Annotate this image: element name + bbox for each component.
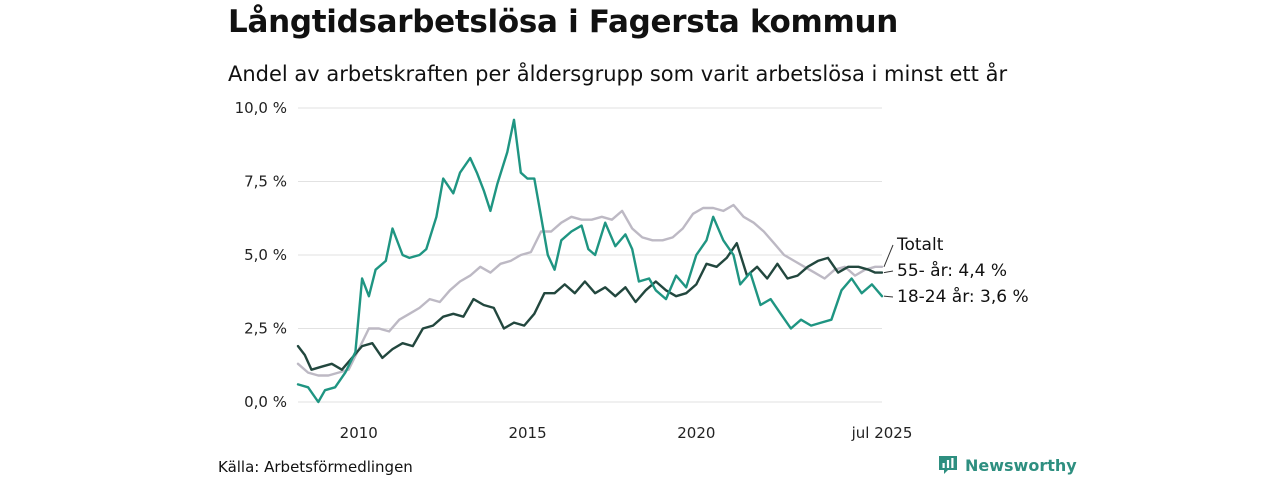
grid-lines <box>298 107 882 403</box>
y-tick-label-0: 0,0 % <box>244 393 287 411</box>
chart-title: Långtidsarbetslösa i Fagersta kommun <box>228 4 899 40</box>
y-tick-label-1: 2,5 % <box>244 320 287 338</box>
series-lines <box>296 118 884 404</box>
x-tick-label-3: jul 2025 <box>851 424 913 442</box>
series-line-1 <box>296 242 884 371</box>
line-chart: 0,0 % 2,5 % 5,0 % 7,5 % 10,0 % 2010 2015 2020 j… <box>235 99 1029 442</box>
x-tick-label-2: 2020 <box>677 424 715 442</box>
y-axis-ticks: 0,0 % 2,5 % 5,0 % 7,5 % 10,0 % <box>235 99 287 411</box>
label-connector-0 <box>883 244 894 267</box>
x-tick-label-0: 2010 <box>340 424 378 442</box>
chart-subtitle: Andel av arbetskraften per åldersgrupp s… <box>228 62 1008 86</box>
y-tick-label-3: 7,5 % <box>244 173 287 191</box>
y-tick-label-2: 5,0 % <box>244 246 287 264</box>
x-axis-ticks: 2010 2015 2020 jul 2025 <box>340 424 913 442</box>
series-line-2 <box>296 118 884 404</box>
bar-chart-icon <box>939 456 957 474</box>
series-end-label-0: Totalt <box>896 235 944 255</box>
brand-name: Newsworthy <box>965 455 1077 475</box>
y-tick-label-4: 10,0 % <box>235 99 287 117</box>
series-end-labels: Totalt 55- år: 4,4 % 18-24 år: 3,6 % <box>883 235 1029 307</box>
label-connector-1 <box>883 270 894 274</box>
label-connector-2 <box>883 295 894 298</box>
series-end-label-1: 55- år: 4,4 % <box>897 260 1007 281</box>
source-note: Källa: Arbetsförmedlingen <box>218 458 413 476</box>
series-line-0 <box>296 203 884 377</box>
brand-logo[interactable]: Newsworthy <box>938 455 1077 475</box>
series-end-label-2: 18-24 år: 3,6 % <box>897 286 1029 307</box>
x-tick-label-1: 2015 <box>508 424 546 442</box>
